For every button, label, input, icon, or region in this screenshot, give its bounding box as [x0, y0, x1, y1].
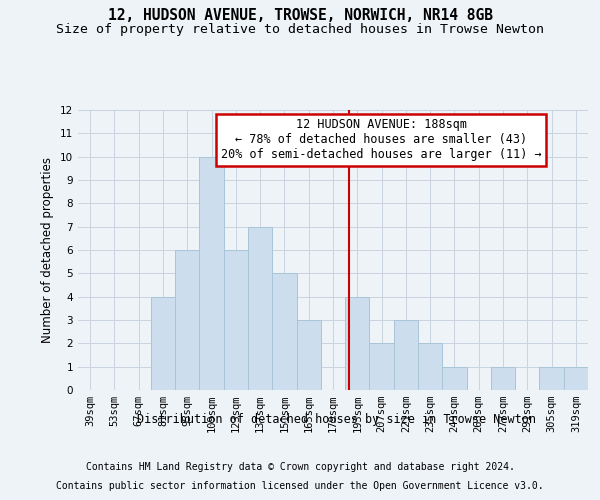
Bar — [491, 366, 515, 390]
Y-axis label: Number of detached properties: Number of detached properties — [41, 157, 55, 343]
Text: 12, HUDSON AVENUE, TROWSE, NORWICH, NR14 8GB: 12, HUDSON AVENUE, TROWSE, NORWICH, NR14… — [107, 8, 493, 22]
Bar — [442, 366, 467, 390]
Text: Contains public sector information licensed under the Open Government Licence v3: Contains public sector information licen… — [56, 481, 544, 491]
Bar — [345, 296, 370, 390]
Text: Contains HM Land Registry data © Crown copyright and database right 2024.: Contains HM Land Registry data © Crown c… — [86, 462, 514, 472]
Bar — [175, 250, 199, 390]
Bar — [248, 226, 272, 390]
Bar — [394, 320, 418, 390]
Bar — [370, 344, 394, 390]
Bar — [418, 344, 442, 390]
Text: Size of property relative to detached houses in Trowse Newton: Size of property relative to detached ho… — [56, 22, 544, 36]
Bar — [151, 296, 175, 390]
Bar — [296, 320, 321, 390]
Bar — [564, 366, 588, 390]
Bar — [272, 274, 296, 390]
Bar — [539, 366, 564, 390]
Text: Distribution of detached houses by size in Trowse Newton: Distribution of detached houses by size … — [137, 412, 536, 426]
Bar — [199, 156, 224, 390]
Text: 12 HUDSON AVENUE: 188sqm
← 78% of detached houses are smaller (43)
20% of semi-d: 12 HUDSON AVENUE: 188sqm ← 78% of detach… — [221, 118, 542, 162]
Bar — [224, 250, 248, 390]
